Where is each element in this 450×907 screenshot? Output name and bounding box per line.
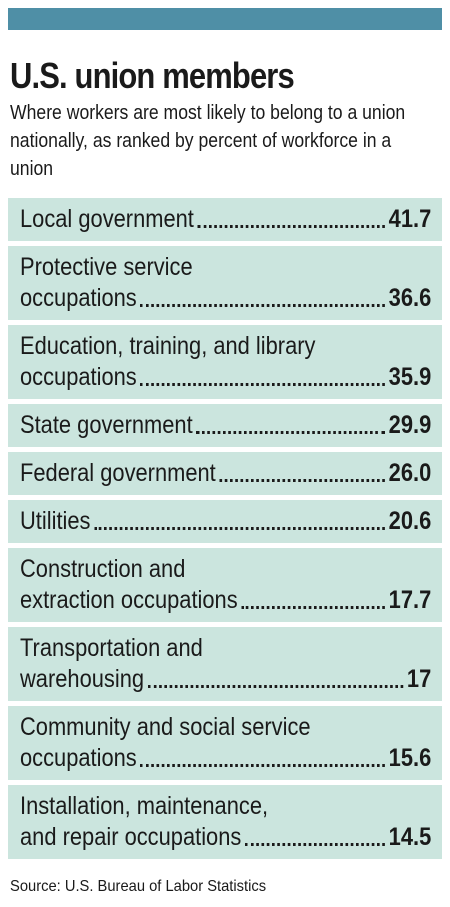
row-label: occupations bbox=[20, 744, 137, 772]
row-label: Local government bbox=[20, 205, 194, 233]
row-value: 35.9 bbox=[388, 363, 432, 391]
row-value: 36.6 bbox=[388, 284, 432, 312]
row-label: and repair occupations bbox=[20, 823, 242, 851]
row-label: Installation, maintenance, bbox=[20, 792, 269, 820]
row-value: 20.6 bbox=[388, 507, 432, 535]
row-label: occupations bbox=[20, 284, 137, 312]
row-label: Construction and bbox=[20, 555, 186, 583]
row-label: Utilities bbox=[20, 507, 91, 535]
dot-leader bbox=[94, 527, 386, 530]
dot-leader bbox=[196, 431, 386, 434]
row-label: State government bbox=[20, 411, 193, 439]
dot-leader bbox=[241, 606, 386, 609]
table-row: Construction and extraction occupations 17… bbox=[8, 548, 442, 622]
table-row: Federal government 26.0 bbox=[8, 452, 442, 495]
dot-leader bbox=[147, 685, 404, 688]
dot-leader bbox=[197, 225, 386, 228]
table-row: Transportation and warehousing 17 bbox=[8, 627, 442, 701]
chart-title: U.S. union members bbox=[10, 55, 295, 96]
row-value: 17 bbox=[406, 665, 432, 693]
table-row: State government 29.9 bbox=[8, 404, 442, 447]
header-accent-bar bbox=[8, 8, 442, 30]
row-value: 15.6 bbox=[388, 744, 432, 772]
row-value: 41.7 bbox=[388, 205, 432, 233]
row-label: extraction occupations bbox=[20, 586, 238, 614]
table-row: Community and social service occupations 1… bbox=[8, 706, 442, 780]
row-value: 17.7 bbox=[388, 586, 432, 614]
ranking-table: Local government 41.7 Protective service oc… bbox=[8, 198, 442, 859]
table-row: Utilities 20.6 bbox=[8, 500, 442, 543]
dot-leader bbox=[140, 304, 386, 307]
source-note: Source: U.S. Bureau of Labor Statistics bbox=[10, 878, 267, 895]
row-label: Community and social service bbox=[20, 713, 311, 741]
row-label: Education, training, and library bbox=[20, 332, 316, 360]
table-row: Education, training, and library occupati… bbox=[8, 325, 442, 399]
dot-leader bbox=[140, 764, 386, 767]
chart-subtitle: Where workers are most likely to belong … bbox=[10, 102, 406, 180]
row-label: Federal government bbox=[20, 459, 216, 487]
row-value: 29.9 bbox=[388, 411, 432, 439]
table-row: Protective service occupations 36.6 bbox=[8, 246, 442, 320]
dot-leader bbox=[140, 383, 386, 386]
row-label: occupations bbox=[20, 363, 137, 391]
dot-leader bbox=[244, 843, 386, 846]
row-value: 14.5 bbox=[388, 823, 432, 851]
row-label: Transportation and bbox=[20, 634, 203, 662]
row-value: 26.0 bbox=[388, 459, 432, 487]
dot-leader bbox=[219, 479, 386, 482]
table-row: Installation, maintenance, and repair occ… bbox=[8, 785, 442, 859]
table-row: Local government 41.7 bbox=[8, 198, 442, 241]
row-label: warehousing bbox=[20, 665, 145, 693]
row-label: Protective service bbox=[20, 253, 193, 281]
